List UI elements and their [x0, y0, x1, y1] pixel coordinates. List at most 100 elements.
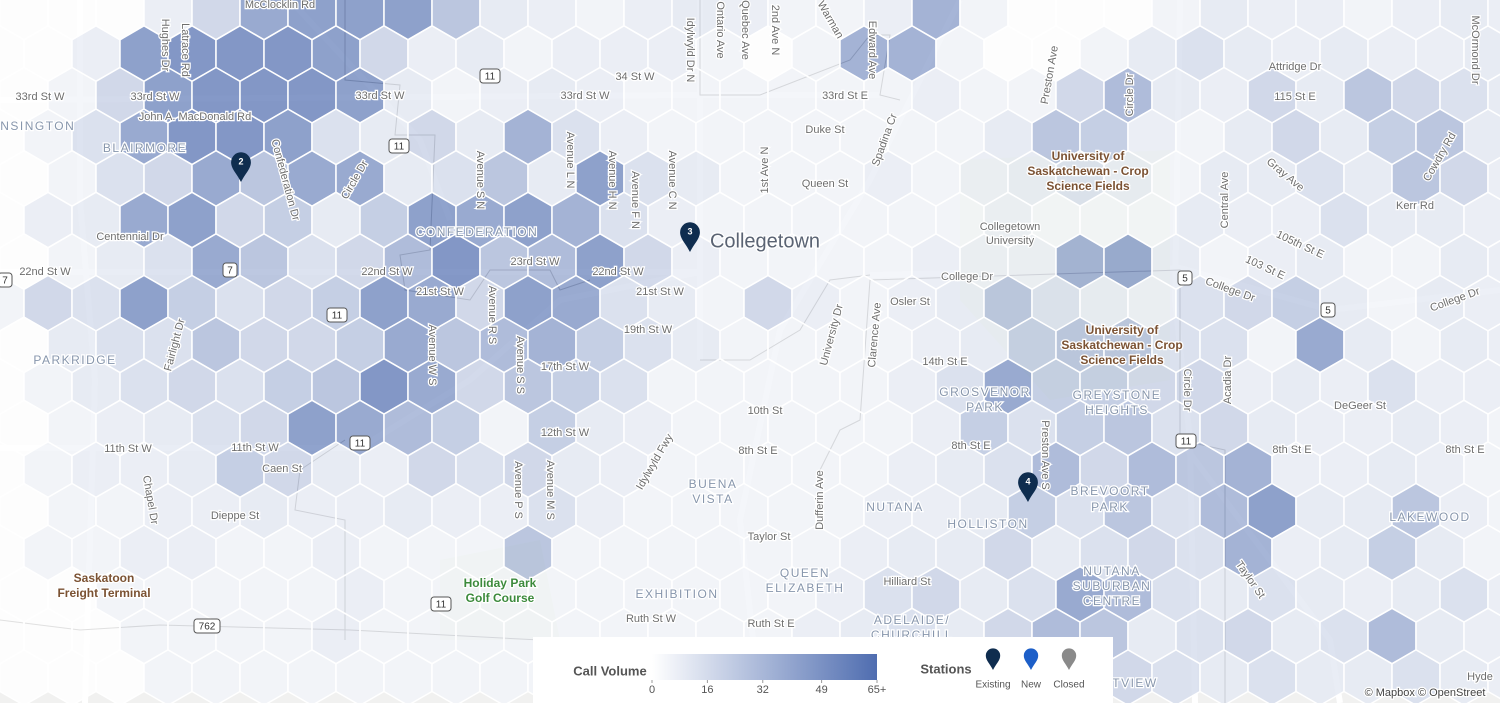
hex-cell: [1487, 323, 1500, 367]
map-label: Queen St: [802, 178, 848, 190]
map-label: 33rd St W: [561, 90, 611, 102]
map-label: 8th St E: [1445, 444, 1484, 456]
highway-shield: [479, 68, 501, 84]
station-marker: [231, 152, 251, 182]
map-label: 33rd St W: [356, 90, 406, 102]
highway-number: 11: [436, 600, 447, 611]
map-label: Circle Dr: [1124, 73, 1136, 116]
map-label: Hughes Dr: [159, 19, 171, 72]
map-label: 115 St E: [1274, 91, 1315, 103]
map-label: Avenue C N: [666, 150, 678, 209]
highway-number: 11: [394, 142, 405, 153]
highway-number: 762: [199, 622, 216, 633]
highway-shield: [222, 262, 238, 278]
map-label: Ruth St E: [747, 618, 794, 630]
map-label: Avenue R S: [486, 286, 498, 345]
map-label: Idylwyld Dr N: [684, 18, 696, 83]
map-label: University: [986, 235, 1035, 247]
map-label: Circle Dr: [1181, 369, 1193, 412]
hex-cell: [1487, 0, 1500, 34]
map-label: QUEEN: [780, 566, 830, 580]
map-label: John A. MacDonald Rd: [139, 111, 252, 123]
station-label: 3: [687, 226, 692, 236]
map-label: 33rd St E: [822, 90, 868, 102]
station-marker: [680, 222, 700, 252]
highway-shield: [326, 307, 348, 323]
map-label: 14th St E: [922, 356, 967, 368]
legend-tick-label: 65+: [868, 684, 887, 696]
map-label: 2nd Ave N: [769, 5, 781, 56]
map-label: Latrace Rd: [179, 23, 191, 77]
map-label: Avenue W S: [426, 325, 438, 386]
map-label: 33rd St W: [16, 91, 66, 103]
map-label: VISTA: [692, 492, 733, 506]
map-label: Dufferin Ave: [814, 470, 826, 530]
map-label: Edward Ave: [866, 21, 878, 80]
highway-number: 11: [332, 311, 343, 322]
map-label: ENSINGTON: [0, 119, 75, 133]
map-label: 22nd St W: [592, 266, 644, 278]
map-label: McClocklin Rd: [245, 0, 315, 11]
map-label: Golf Course: [466, 591, 535, 605]
map-label: ADELAIDE/: [874, 613, 950, 627]
map-label: HEIGHTS: [1085, 403, 1149, 417]
map-label: PARKRIDGE: [33, 353, 116, 367]
map-label: NUTANA: [866, 500, 923, 514]
highway-shield: [388, 138, 410, 154]
highway-number: 5: [1325, 306, 1331, 317]
map-label: 33rd St W: [131, 91, 181, 103]
map-label: Collegetown: [980, 221, 1041, 233]
hex-cell: [1487, 73, 1500, 117]
map-label: 11th St W: [104, 443, 152, 455]
map-label: Avenue L N: [564, 132, 576, 189]
map-label: Centennial Dr: [96, 231, 164, 243]
map-label: CONFEDERATION: [416, 225, 539, 239]
highway-number: 5: [1182, 274, 1188, 285]
map-label: Avenue H N: [606, 150, 618, 209]
map-label: 8th St E: [738, 445, 777, 457]
hex-cell: [1487, 406, 1500, 450]
map-label: HOLLISTON: [947, 517, 1028, 531]
legend-title: Call Volume: [573, 663, 646, 678]
legend-station-icon: [1023, 648, 1039, 670]
highway-number: 7: [227, 266, 233, 277]
map-label: Science Fields: [1080, 353, 1164, 367]
highway-shield: [0, 272, 13, 288]
map-label: © Mapbox © OpenStreet: [1365, 687, 1486, 699]
map-label: Kerr Rd: [1396, 200, 1434, 212]
map-label: 23rd St W: [511, 256, 561, 268]
map-label: GREYSTONE: [1073, 388, 1162, 402]
highway-shield: [1320, 302, 1336, 318]
map-label: Ruth St W: [626, 613, 677, 625]
highway-number: 7: [2, 276, 8, 287]
hex-cell: [1487, 655, 1500, 700]
hex-cell: [1487, 156, 1500, 201]
map-label: 21st St W: [416, 286, 464, 298]
legend-tick-label: 16: [701, 684, 713, 696]
highway-shield: [1177, 270, 1193, 286]
map-label: LAKEWOOD: [1389, 510, 1470, 524]
map-label: Saskatchewan - Crop: [1027, 164, 1148, 178]
highway-number: 11: [485, 72, 496, 83]
stations-title: Stations: [920, 661, 971, 676]
map-label: College Dr: [941, 271, 993, 283]
map-label: Duke St: [805, 124, 844, 136]
map-label: Avenue S N: [474, 151, 486, 210]
map-label: Hyde: [1467, 671, 1493, 683]
station-label: 4: [1025, 476, 1030, 486]
map-label: University of: [1052, 149, 1126, 163]
highway-shield: [193, 618, 221, 634]
highway-shield: [1175, 433, 1197, 449]
map-label: Ontario Ave: [714, 1, 726, 58]
map-label: Clarence Ave: [866, 302, 884, 368]
map-label: Freight Terminal: [57, 586, 150, 600]
map-label: Saskatchewan - Crop: [1061, 338, 1182, 352]
legend-tick-label: 32: [757, 684, 769, 696]
station-marker: [1018, 472, 1038, 502]
map-label: 22nd St W: [19, 266, 71, 278]
map-label: Osler St: [890, 296, 930, 308]
map-label: McOrmond Dr: [1469, 15, 1481, 84]
